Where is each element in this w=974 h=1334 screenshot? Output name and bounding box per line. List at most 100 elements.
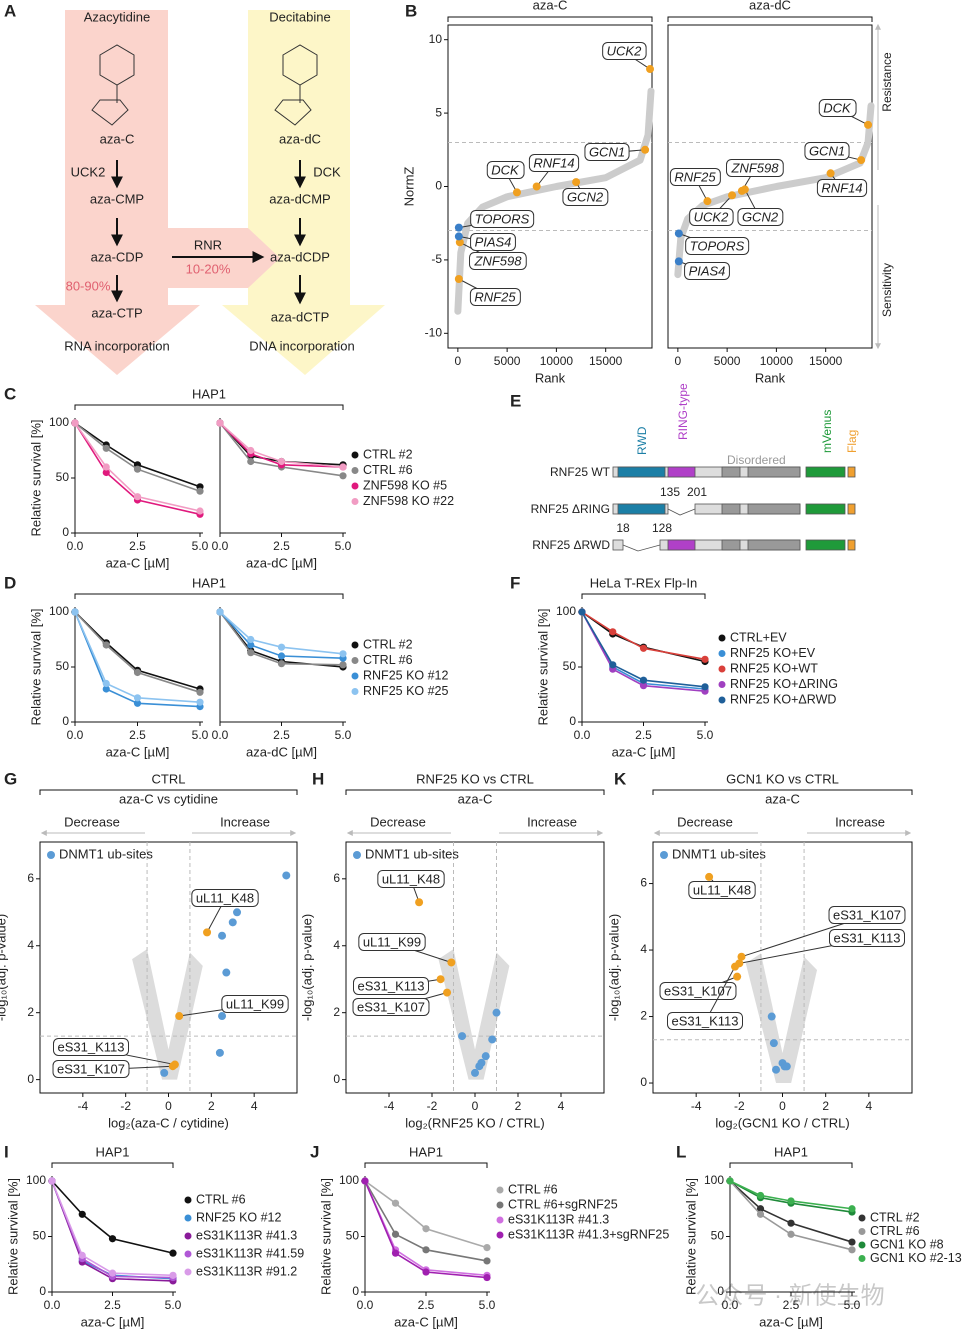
data-point xyxy=(277,457,286,466)
point-label: ZNF598 xyxy=(474,253,523,268)
data-point xyxy=(483,1273,491,1282)
legend-label: CTRL #6 xyxy=(363,653,413,667)
data-point xyxy=(169,1249,177,1257)
x-tick-label: 0.0 xyxy=(357,1298,374,1312)
data-point xyxy=(471,1068,479,1077)
data-point xyxy=(102,641,110,649)
data-point xyxy=(108,1235,117,1243)
x-tick-label: -2 xyxy=(120,1099,131,1113)
x-axis-label: aza-dC [µM] xyxy=(246,744,317,759)
domain-label: Flag xyxy=(845,430,859,453)
y-tick-label: -5 xyxy=(431,252,442,266)
legend-swatch xyxy=(718,696,726,704)
axes xyxy=(74,418,203,534)
label-box xyxy=(52,1059,130,1078)
x-tick-label: 0.0 xyxy=(212,539,229,553)
point-label: PIAS4 xyxy=(475,234,512,249)
data-point xyxy=(731,962,740,971)
data-point xyxy=(78,1210,86,1218)
data-point xyxy=(133,493,142,501)
y-tick-label: 2 xyxy=(640,1009,647,1023)
x-tick-label: 2.5 xyxy=(273,728,290,742)
step: aza-CTP xyxy=(91,305,142,320)
series-line xyxy=(581,611,706,688)
data-point xyxy=(247,446,255,455)
domain-label: Disordered xyxy=(727,453,786,467)
y-axis-label: Relative survival [%] xyxy=(535,608,550,725)
x-tick-label: 2.5 xyxy=(635,728,652,742)
y-tick-label: 50 xyxy=(56,470,70,484)
data-point xyxy=(277,660,286,668)
chart-title: HAP1 xyxy=(409,1144,443,1159)
point-label: eS31_K107 xyxy=(833,907,901,922)
data-point xyxy=(756,1191,765,1200)
annotation: Sensitivity xyxy=(880,263,894,317)
y-axis-label: Relative survival [%] xyxy=(318,1178,333,1295)
data-point xyxy=(641,145,650,154)
data-point xyxy=(733,972,742,981)
annotation: Increase xyxy=(527,814,577,829)
panel-label: F xyxy=(510,573,520,592)
data-point xyxy=(71,419,79,427)
legend-label: CTRL #2 xyxy=(870,1210,920,1224)
series-line xyxy=(364,1180,488,1262)
y-tick-label: 100 xyxy=(26,1173,46,1187)
series-line xyxy=(581,611,706,661)
point-label: TOPORS xyxy=(690,238,745,253)
x-tick-label: -4 xyxy=(77,1099,88,1113)
y-axis-label: NormZ xyxy=(401,167,416,207)
label-box xyxy=(352,997,430,1016)
y-tick-label: 100 xyxy=(704,1173,724,1187)
point-label: eS31_K107 xyxy=(357,999,425,1014)
structure xyxy=(274,44,318,126)
data-point xyxy=(609,661,617,669)
legend-swatch xyxy=(858,1214,866,1222)
data-point xyxy=(436,975,445,984)
data-point xyxy=(247,635,255,644)
x-tick-label: 10000 xyxy=(760,354,794,368)
series-line xyxy=(219,422,344,477)
data-point xyxy=(492,1008,501,1017)
title-bracket xyxy=(447,16,653,22)
series-line xyxy=(51,1180,174,1277)
data-point xyxy=(415,898,424,907)
legend-swatch xyxy=(351,641,359,649)
legend-swatch xyxy=(184,1196,192,1204)
x-tick-label: 2.5 xyxy=(104,1298,121,1312)
point-label: eS31_K107 xyxy=(664,983,732,998)
series-line xyxy=(219,611,344,659)
point-label: DCK xyxy=(491,162,520,177)
construct: RNF25 WT xyxy=(550,465,611,479)
data-point xyxy=(102,463,110,471)
legend-label: eS31K113R #91.2 xyxy=(196,1264,297,1278)
legend-swatch xyxy=(351,467,359,474)
x-tick-label: 5.0 xyxy=(335,539,352,553)
legend-swatch xyxy=(858,1228,866,1235)
label-box xyxy=(562,187,609,206)
data-point xyxy=(705,872,714,881)
label-box xyxy=(358,932,426,951)
data-point xyxy=(639,682,648,690)
x-tick-label: 15000 xyxy=(809,354,843,368)
legend-label: ZNF598 KO #22 xyxy=(363,494,454,508)
label-box xyxy=(486,160,525,179)
annotation: Increase xyxy=(835,814,885,829)
label-box xyxy=(584,142,630,161)
legend-swatch xyxy=(351,482,359,490)
nucleoside: aza-C xyxy=(100,131,135,146)
data-point xyxy=(102,444,110,452)
x-tick-label: 2.5 xyxy=(418,1298,435,1312)
x-tick-label: 5.0 xyxy=(192,728,209,742)
x-tick-label: 2.5 xyxy=(129,728,146,742)
label-box xyxy=(470,209,535,228)
data-point xyxy=(339,650,347,658)
y-tick-label: 0 xyxy=(717,1284,724,1298)
series-line xyxy=(74,422,201,488)
panel-label: I xyxy=(4,1142,9,1161)
data-point xyxy=(215,1048,224,1057)
series-line xyxy=(74,611,201,708)
y-tick-label: 0 xyxy=(640,1075,647,1089)
x-tick-label: -2 xyxy=(427,1099,438,1113)
point-label: RNF25 xyxy=(474,289,516,304)
x-tick-label: -4 xyxy=(384,1099,395,1113)
